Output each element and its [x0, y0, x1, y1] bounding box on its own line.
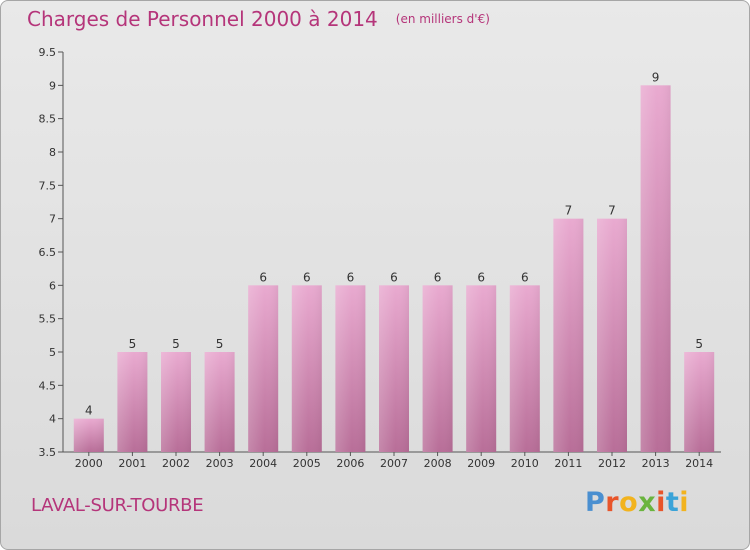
chart-subtitle: (en milliers d'€) — [395, 12, 490, 26]
bar-sheen — [422, 285, 453, 452]
bar-sheen — [379, 285, 409, 452]
x-tick-label: 2010 — [511, 457, 539, 470]
logo-letter: t — [665, 487, 680, 518]
data-label: 5 — [129, 337, 137, 351]
bar-sheen — [466, 285, 497, 452]
bar-sheen — [291, 285, 322, 452]
logo-letter: P — [585, 487, 606, 518]
x-tick-label: 2011 — [554, 457, 582, 470]
y-tick-label: 5.5 — [39, 313, 57, 326]
x-tick-label: 2006 — [336, 457, 364, 470]
y-tick-label: 3.5 — [39, 446, 57, 459]
bar-sheen — [204, 352, 235, 452]
data-label: 9 — [652, 70, 660, 84]
data-label: 7 — [565, 204, 573, 218]
data-label: 6 — [347, 270, 355, 284]
y-tick-label: 5 — [49, 346, 56, 359]
data-label: 6 — [434, 270, 442, 284]
data-label: 6 — [259, 270, 267, 284]
y-tick-label: 4 — [49, 413, 56, 426]
x-tick-label: 2000 — [75, 457, 103, 470]
data-label: 5 — [695, 337, 703, 351]
bar-sheen — [684, 352, 715, 452]
y-tick-label: 7 — [49, 213, 56, 226]
data-label: 4 — [85, 404, 93, 418]
bar-sheen — [335, 285, 366, 452]
x-tick-label: 2005 — [293, 457, 321, 470]
y-tick-label: 4.5 — [39, 379, 57, 392]
x-tick-label: 2008 — [424, 457, 452, 470]
data-label: 5 — [216, 337, 224, 351]
commune-name: LAVAL-SUR-TOURBE — [31, 495, 204, 516]
y-tick-label: 8.5 — [39, 113, 57, 126]
chart-title: Charges de Personnel 2000 à 2014 — [27, 7, 378, 31]
logo-letter: i — [656, 487, 666, 518]
x-tick-label: 2013 — [642, 457, 670, 470]
bar-sheen — [73, 418, 104, 452]
data-label: 6 — [390, 270, 398, 284]
logo-letter: r — [605, 487, 620, 518]
data-label: 6 — [303, 270, 311, 284]
proxiti-logo: Proxiti — [585, 487, 689, 518]
y-tick-label: 9 — [49, 79, 56, 92]
x-tick-label: 2012 — [598, 457, 626, 470]
y-tick-label: 6 — [49, 279, 56, 292]
data-label: 6 — [477, 270, 485, 284]
y-tick-label: 7.5 — [39, 179, 57, 192]
bar-sheen — [161, 352, 191, 452]
x-tick-label: 2001 — [118, 457, 146, 470]
y-tick-label: 6.5 — [39, 246, 57, 259]
y-tick-label: 8 — [49, 146, 56, 159]
data-label: 6 — [521, 270, 529, 284]
bar-sheen — [597, 218, 627, 452]
logo-letter: o — [619, 487, 639, 518]
y-tick-label: 9.5 — [39, 46, 57, 59]
data-label: 7 — [608, 204, 616, 218]
bar-sheen — [553, 218, 584, 452]
bar-sheen — [117, 352, 148, 452]
bar-sheen — [640, 85, 671, 452]
x-tick-label: 2014 — [685, 457, 713, 470]
x-tick-label: 2003 — [206, 457, 234, 470]
x-tick-label: 2002 — [162, 457, 190, 470]
x-tick-label: 2004 — [249, 457, 277, 470]
logo-letter: x — [638, 487, 657, 518]
data-label: 5 — [172, 337, 180, 351]
x-tick-label: 2007 — [380, 457, 408, 470]
logo-letter: i — [679, 487, 690, 518]
chart-header: Charges de Personnel 2000 à 2014 (en mil… — [27, 7, 490, 31]
bar-sheen — [248, 285, 279, 452]
bar-sheen — [509, 285, 540, 452]
x-tick-label: 2009 — [467, 457, 495, 470]
